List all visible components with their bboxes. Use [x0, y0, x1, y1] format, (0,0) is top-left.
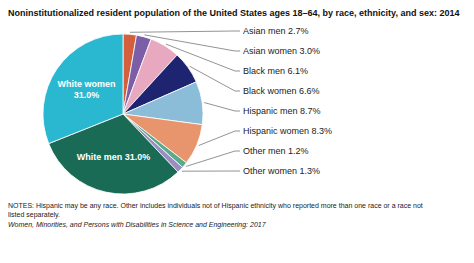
- html-text:Women, Minorities, and Persons: Women, Minorities, and Persons with Disa…: [8, 221, 266, 228]
- svg-text:White men 31.0%: White men 31.0%: [77, 152, 151, 162]
- svg-text:White women31.0%: White women31.0%: [58, 79, 116, 100]
- svg-text:Other men 1.2%: Other men 1.2%: [243, 146, 309, 156]
- svg-text:Asian men 2.7%: Asian men 2.7%: [243, 26, 309, 36]
- svg-text:Asian women 3.0%: Asian women 3.0%: [243, 46, 320, 56]
- svg-text:Hispanic men 8.7%: Hispanic men 8.7%: [243, 106, 321, 116]
- html-text:NOTES: Hispanic may be any rac: NOTES: Hispanic may be any race. Other i…: [8, 202, 423, 218]
- svg-text:Other women 1.3%: Other women 1.3%: [243, 166, 320, 176]
- html-text:Noninstitutionalized resident: Noninstitutionalized resident population…: [8, 8, 460, 18]
- svg-text:Black men 6.1%: Black men 6.1%: [243, 66, 308, 76]
- svg-text:Black women 6.6%: Black women 6.6%: [243, 86, 320, 96]
- svg-text:Hispanic women 8.3%: Hispanic women 8.3%: [243, 126, 332, 136]
